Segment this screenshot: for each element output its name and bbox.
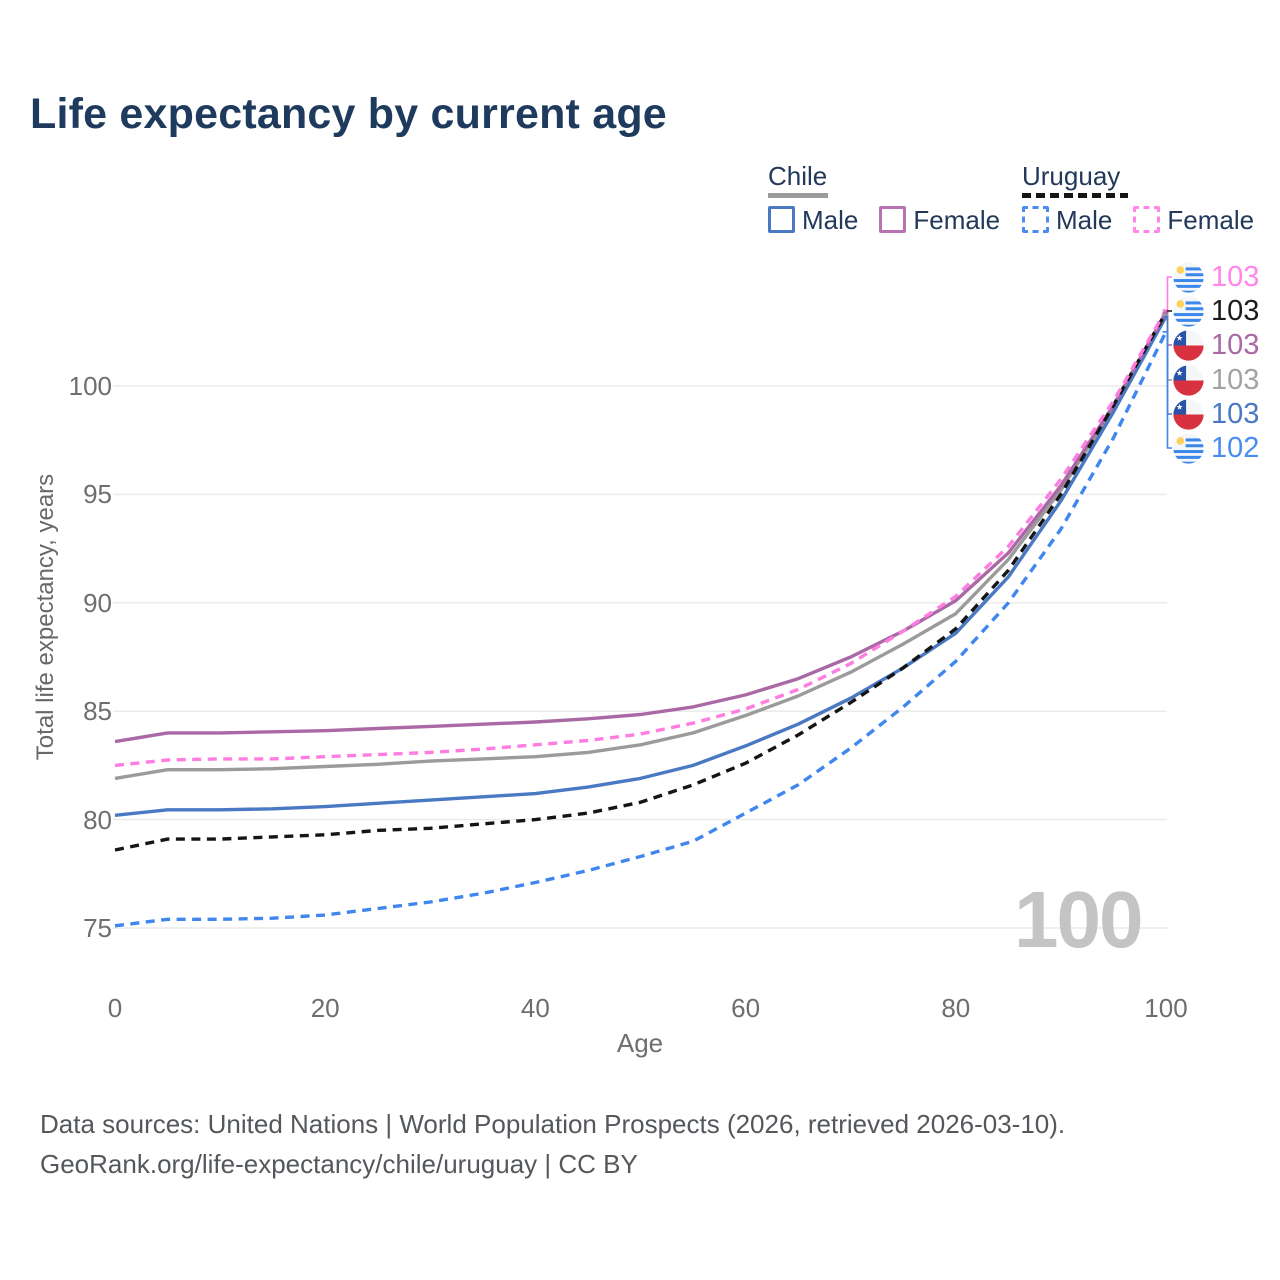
dashed-box-swatch	[1133, 206, 1161, 233]
y-tick-label-85: 85	[83, 696, 112, 727]
x-tick-label-100: 100	[1144, 993, 1188, 1023]
uruguay-flag-icon	[1173, 295, 1204, 327]
y-tick-label-90: 90	[83, 587, 112, 618]
end-label-row-uruguay-female: 103	[1173, 260, 1259, 294]
end-label-row-chile-total: 103	[1173, 363, 1259, 397]
legend-solid-line-swatch	[768, 193, 828, 198]
legend-country-label: Uruguay	[1022, 161, 1121, 191]
series-line-chile-female[interactable]	[114, 311, 1168, 744]
end-label-connector-uruguay-female	[1162, 276, 1172, 311]
y-tick-label-100: 100	[68, 371, 112, 401]
chile-flag-icon	[1173, 398, 1204, 430]
series-line-chile-male[interactable]	[114, 315, 1168, 817]
data-sources-text: Data sources: United Nations | World Pop…	[40, 1109, 1066, 1139]
x-tick-label-80: 80	[941, 993, 971, 1023]
x-axis-title: Age	[616, 1028, 664, 1058]
y-tick-label-80: 80	[83, 804, 112, 835]
legend-country-label: Chile	[768, 161, 828, 191]
end-value-label: 103	[1211, 398, 1260, 430]
legend-country-chile[interactable]: Chile	[768, 163, 1000, 198]
x-tick-label-60: 60	[731, 993, 761, 1023]
legend-item-uruguay-female[interactable]: Female	[1133, 206, 1254, 233]
legend-country-uruguay[interactable]: Uruguay	[1022, 163, 1254, 198]
y-tick-label-95: 95	[83, 479, 112, 510]
end-label-row-chile-male: 103	[1173, 397, 1259, 431]
chile-flag-icon	[1173, 329, 1204, 361]
footer: Data sources: United Nations | World Pop…	[40, 1104, 1065, 1184]
end-label-connector-uruguay-male	[1162, 331, 1172, 449]
series-line-uruguay-total[interactable]	[114, 311, 1168, 852]
y-tick-label-75: 75	[83, 913, 112, 943]
legend-item-label: Female	[1167, 204, 1255, 235]
legend-item-chile-male[interactable]: Male	[768, 206, 858, 233]
legend-item-uruguay-male[interactable]: Male	[1022, 206, 1112, 233]
legend-item-label: Male	[1056, 204, 1113, 235]
end-value-label: 102	[1211, 432, 1260, 464]
end-value-label: 103	[1211, 329, 1260, 361]
attribution-text: GeoRank.org/life-expectancy/chile/urugua…	[40, 1149, 638, 1179]
uruguay-flag-icon	[1173, 261, 1204, 293]
legend-item-label: Female	[913, 204, 1001, 235]
end-label-row-chile-female: 103	[1173, 328, 1259, 362]
watermark-age-indicator: 100	[1014, 875, 1143, 964]
y-axis-title: Total life expectancy, years	[32, 473, 59, 761]
end-value-label: 103	[1211, 261, 1260, 293]
series-line-uruguay-female[interactable]	[114, 309, 1168, 768]
legend-group-chile: Chile Male Female	[768, 163, 1000, 233]
page-title: Life expectancy by current age	[30, 90, 667, 138]
end-value-label: 103	[1211, 295, 1260, 327]
dashed-box-swatch	[1022, 206, 1049, 233]
legend-item-chile-female[interactable]: Female	[879, 206, 1000, 233]
solid-box-swatch	[879, 206, 907, 233]
series-line-chile-total[interactable]	[114, 313, 1168, 781]
end-value-label: 103	[1211, 364, 1260, 396]
series-line-uruguay-male[interactable]	[114, 331, 1168, 928]
legend-item-label: Male	[802, 204, 859, 235]
legend-dashed-line-swatch	[1022, 193, 1128, 198]
end-label-row-uruguay-male: 102	[1173, 431, 1259, 465]
end-label-row-uruguay-total: 103	[1173, 294, 1259, 328]
chile-flag-icon	[1173, 364, 1204, 396]
x-tick-label-40: 40	[520, 993, 550, 1023]
x-tick-label-0: 0	[107, 993, 123, 1023]
solid-box-swatch	[768, 206, 795, 233]
uruguay-flag-icon	[1173, 432, 1204, 464]
x-tick-label-20: 20	[310, 993, 340, 1023]
legend-group-uruguay: Uruguay Male Female	[1022, 163, 1254, 233]
